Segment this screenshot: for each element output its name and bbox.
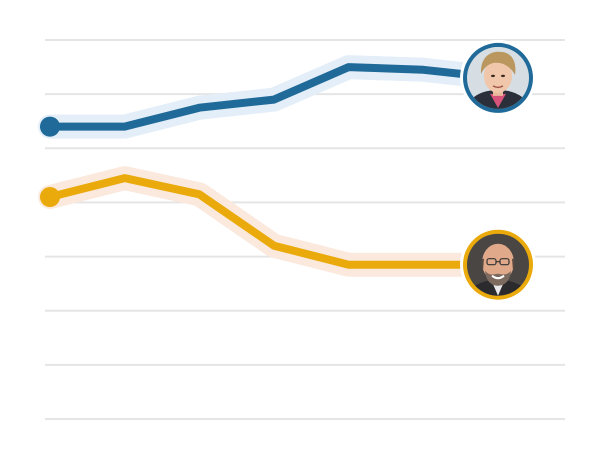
series-lines xyxy=(46,63,502,269)
series-start-point xyxy=(40,116,60,137)
avatar-photo xyxy=(467,46,529,109)
series-halo xyxy=(38,166,510,277)
series-line xyxy=(46,63,502,131)
series-end-avatars xyxy=(460,39,536,303)
gridlines xyxy=(45,39,565,420)
series-start-point xyxy=(40,187,60,208)
portrait-avatar xyxy=(460,39,536,116)
avatar-photo xyxy=(467,233,529,296)
portrait-avatar xyxy=(460,226,536,303)
series-line xyxy=(46,174,502,269)
series-start-points xyxy=(40,116,60,208)
